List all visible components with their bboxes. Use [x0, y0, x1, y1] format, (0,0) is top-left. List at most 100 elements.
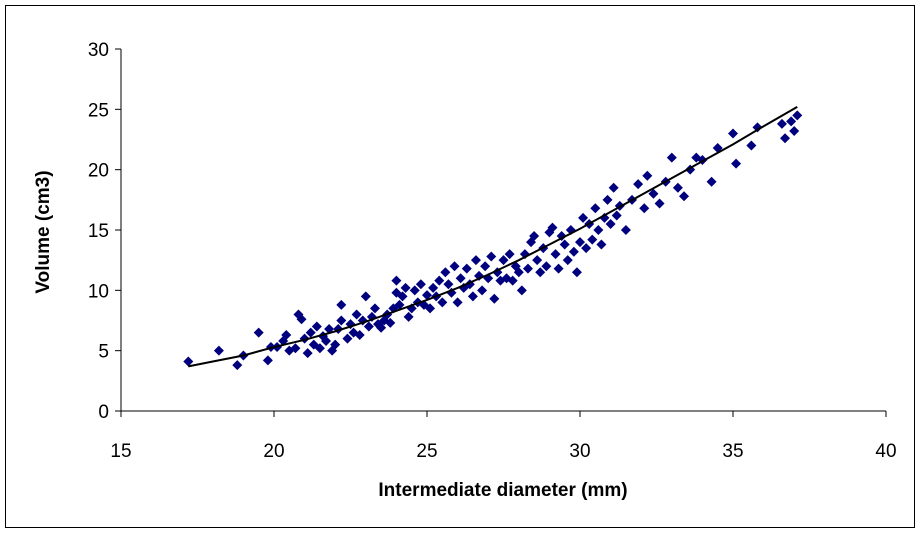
data-point [232, 360, 243, 371]
data-point [336, 315, 347, 326]
y-tick-label: 15 [88, 221, 109, 242]
data-point [213, 345, 224, 356]
data-point [376, 322, 387, 333]
data-point [568, 246, 579, 257]
x-axis-ticks: 15 20 25 30 35 40 [110, 411, 897, 462]
data-point [776, 118, 787, 129]
y-tick-label: 10 [88, 281, 109, 302]
data-point [262, 355, 273, 366]
data-point [486, 251, 497, 262]
data-point [452, 297, 463, 308]
data-point [461, 263, 472, 274]
data-point [516, 285, 527, 296]
data-point [351, 309, 362, 320]
data-point [443, 279, 454, 290]
data-point [400, 282, 411, 293]
data-point [786, 116, 797, 127]
x-axis-title: Intermediate diameter (mm) [378, 480, 627, 501]
data-points [183, 110, 803, 371]
data-point [679, 191, 690, 202]
y-axis-title: Volume (cm3) [33, 170, 54, 293]
data-point [728, 128, 738, 139]
data-point [590, 203, 601, 214]
data-point [559, 239, 570, 250]
data-point [342, 333, 353, 344]
x-tick-label: 15 [110, 441, 131, 462]
data-point [253, 327, 264, 338]
data-point [385, 317, 396, 328]
data-point [532, 255, 543, 266]
y-tick-label: 30 [88, 40, 109, 61]
data-point [731, 158, 742, 169]
y-axis-ticks: 0 5 10 15 20 25 30 [88, 40, 121, 423]
data-point [354, 329, 365, 340]
data-point [363, 321, 374, 332]
data-point [360, 291, 371, 302]
data-point [504, 249, 515, 260]
data-point [596, 239, 607, 250]
data-point [336, 299, 347, 310]
data-point [183, 356, 194, 367]
data-point [587, 234, 598, 245]
data-point [593, 225, 604, 235]
data-point [792, 110, 803, 121]
data-point [477, 285, 488, 296]
x-tick-label: 40 [875, 441, 896, 462]
data-point [752, 122, 763, 133]
data-point [428, 282, 439, 293]
x-tick-label: 25 [416, 441, 437, 462]
data-point [746, 140, 757, 151]
data-point [498, 255, 509, 266]
data-point [425, 303, 436, 314]
data-point [672, 182, 683, 193]
data-point [571, 267, 582, 278]
data-point [599, 212, 610, 223]
data-point [391, 275, 402, 286]
data-point [437, 297, 448, 308]
data-point [541, 261, 552, 272]
data-point [666, 152, 677, 163]
data-point [296, 314, 307, 325]
x-tick-label: 35 [722, 441, 743, 462]
data-point [553, 263, 564, 274]
data-point [602, 194, 613, 205]
data-point [302, 348, 313, 359]
data-point [507, 275, 518, 286]
data-point [290, 343, 301, 354]
data-point [489, 293, 500, 304]
data-point [550, 249, 561, 260]
data-point [648, 188, 659, 199]
data-point [305, 327, 316, 338]
data-point [369, 303, 380, 314]
data-point [789, 126, 800, 137]
data-point [633, 179, 644, 190]
data-point [415, 279, 426, 290]
data-point [611, 210, 622, 221]
data-point [409, 285, 420, 296]
data-point [314, 343, 325, 354]
data-point [562, 255, 573, 266]
data-point [311, 321, 322, 332]
data-point [578, 212, 589, 223]
chart-frame [5, 5, 915, 528]
data-point [480, 261, 491, 272]
data-point [470, 255, 481, 266]
data-point [535, 267, 546, 278]
x-tick-label: 20 [263, 441, 284, 462]
data-point [281, 329, 292, 340]
data-point [321, 336, 332, 347]
data-point [330, 339, 341, 350]
data-point [547, 222, 558, 233]
data-point [780, 133, 791, 144]
data-point [581, 243, 592, 254]
data-point [513, 267, 524, 278]
data-point [608, 182, 619, 193]
y-tick-label: 20 [88, 161, 109, 182]
data-point [605, 218, 616, 229]
data-point [522, 263, 533, 274]
data-point [620, 225, 631, 235]
data-point [575, 237, 585, 248]
data-point [654, 198, 665, 209]
y-tick-label: 25 [88, 100, 109, 121]
